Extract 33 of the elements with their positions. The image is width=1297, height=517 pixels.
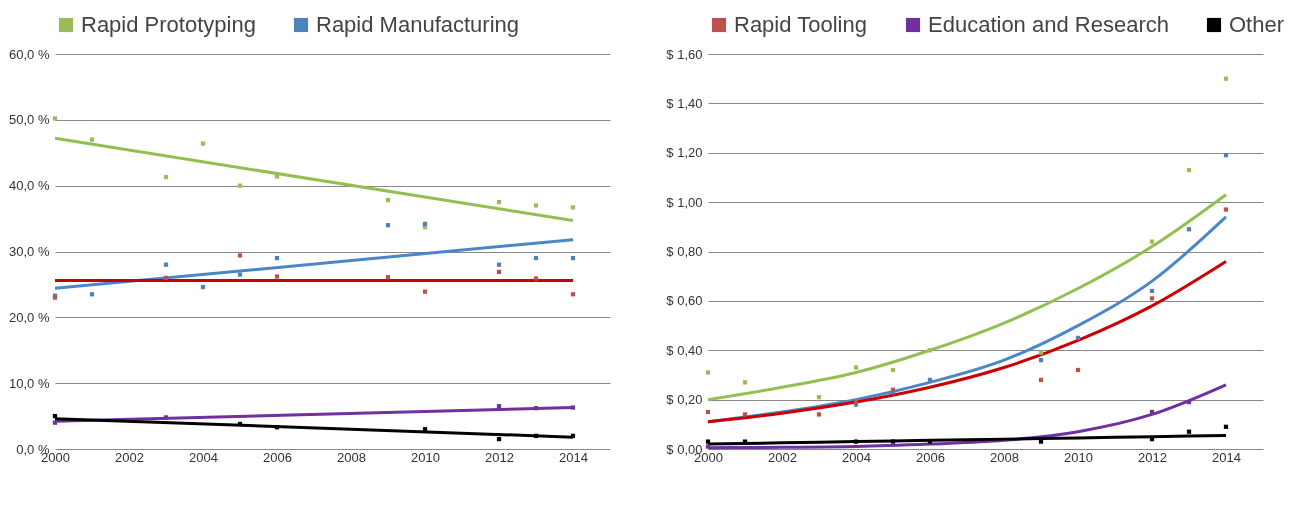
legend-label: Rapid Prototyping [81,12,256,37]
x-tick-label: 2012 [1138,449,1167,465]
y-tick-label: $ 1,00 [666,194,703,210]
legend-label: Rapid Manufacturing [316,12,520,37]
y-tick-label: $ 1,20 [666,145,703,161]
y-tick-label: 40,0 % [9,178,50,194]
y-tick-label: $ 0,20 [666,392,703,408]
legend-label: Other [1229,12,1285,37]
y-tick-label: $ 0,60 [666,293,703,309]
y-tick-label: $ 0,40 [666,342,703,358]
x-tick-label: 2002 [768,449,797,465]
legend-label: Rapid Tooling [734,12,867,37]
y-tick-label: 50,0 % [9,112,50,128]
x-tick-label: 2004 [842,449,871,465]
x-tick-label: 2006 [916,449,945,465]
x-tick-label: 2002 [115,449,144,465]
y-tick-label: 20,0 % [9,309,50,325]
x-tick-label: 2008 [990,449,1019,465]
y-tick-label: $ 1,60 [666,46,703,62]
y-tick-label: 30,0 % [9,244,50,259]
y-tick-label: 10,0 % [9,375,50,391]
x-tick-label: 2008 [337,449,366,465]
legend-label: Education and Research [928,12,1169,37]
x-tick-label: 2004 [189,449,218,465]
y-tick-label: 60,0 % [9,46,50,62]
x-tick-label: 2014 [559,449,588,465]
y-tick-label: $ 1,40 [666,95,703,111]
x-tick-label: 2012 [485,449,514,465]
x-tick-label: 2006 [263,449,292,465]
y-tick-label: $ 0,80 [666,244,703,259]
x-tick-label: 2010 [411,449,440,465]
x-tick-label: 2010 [1064,449,1093,465]
x-tick-label: 2014 [1212,449,1241,465]
